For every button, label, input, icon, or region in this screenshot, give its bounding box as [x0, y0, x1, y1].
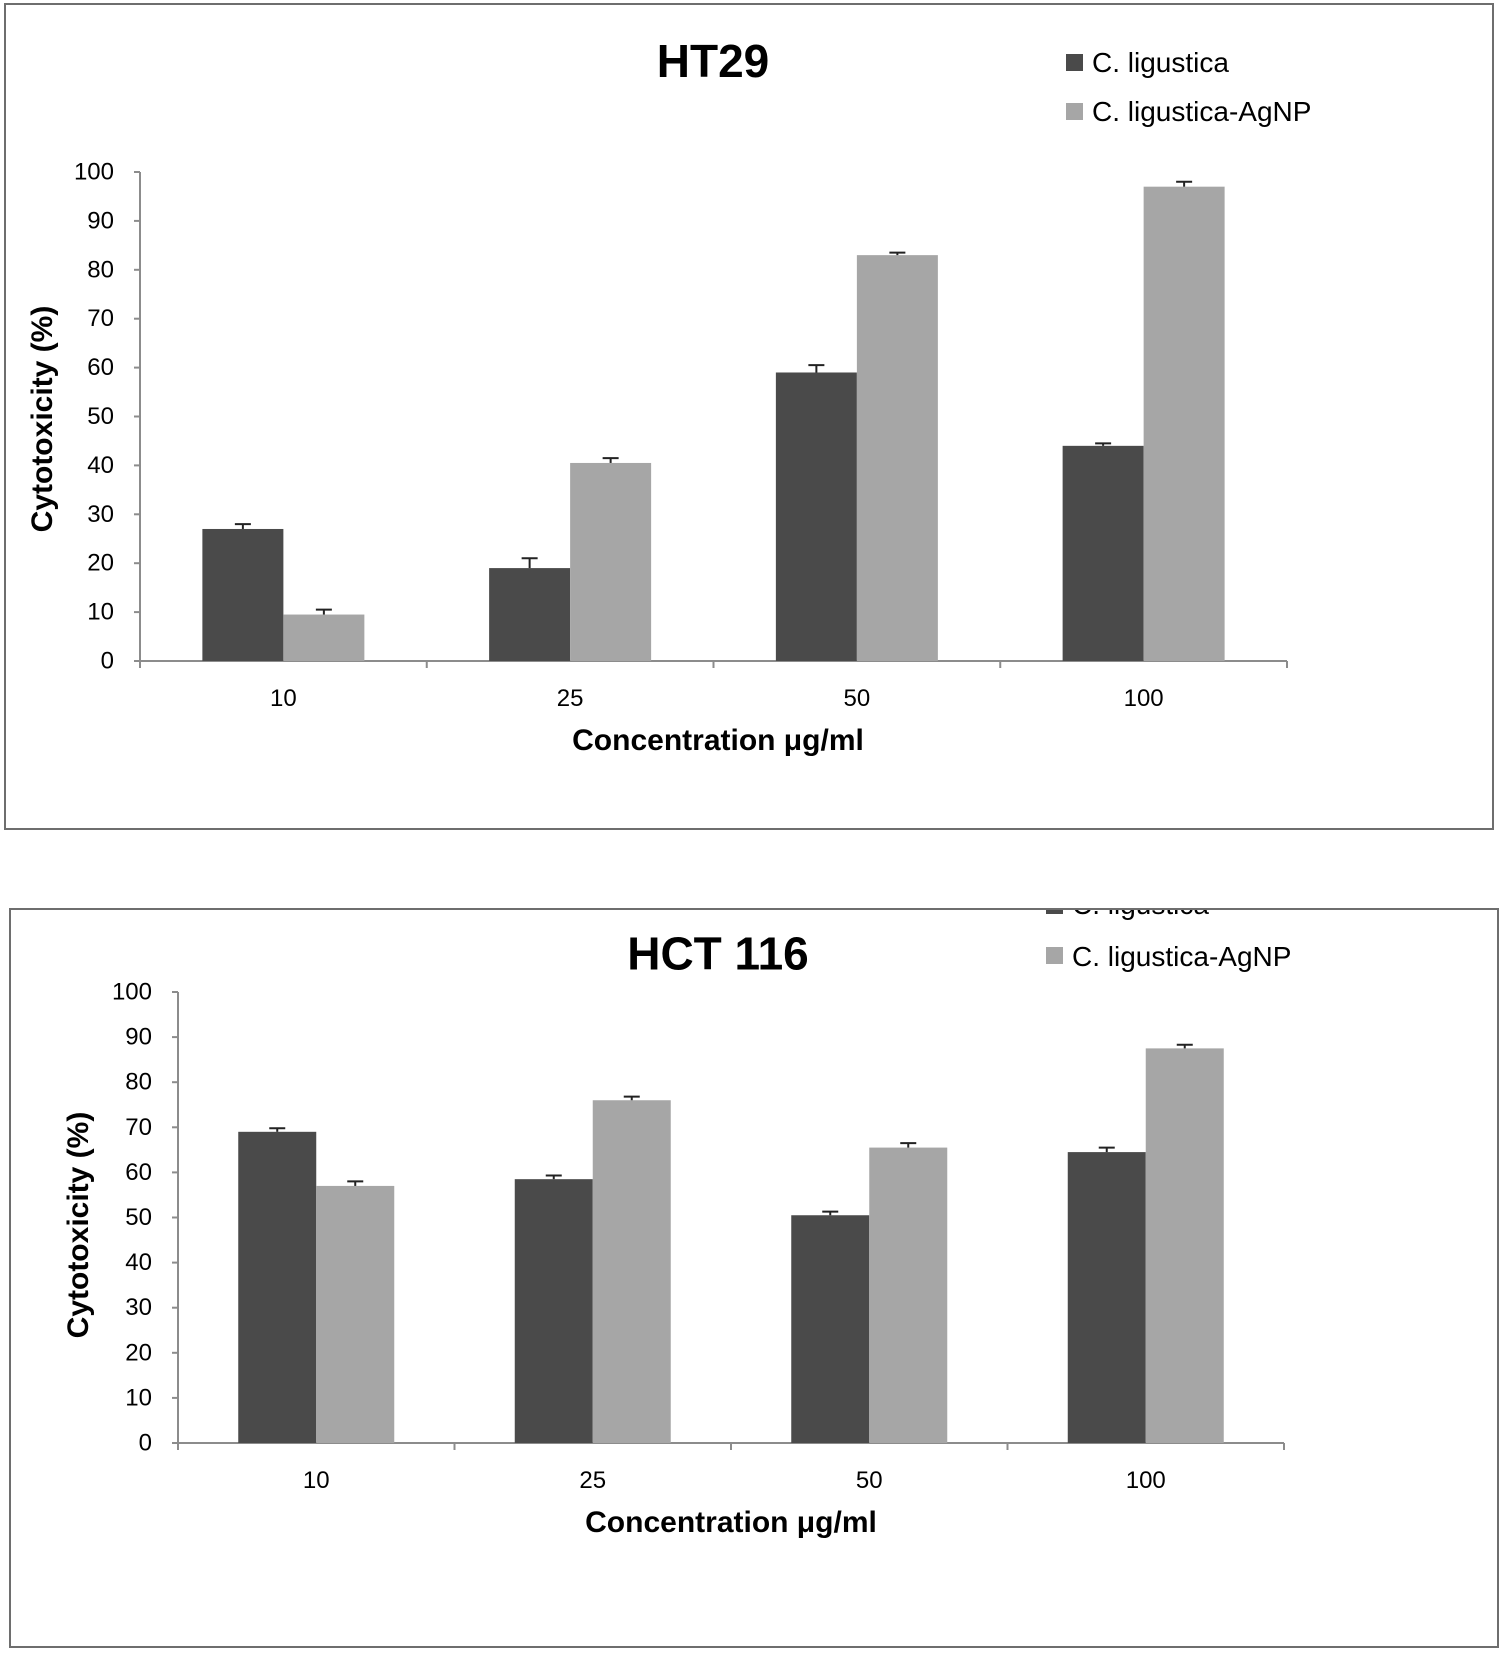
- legend-label-c-ligustica: C. ligustica: [1092, 47, 1229, 78]
- y-tick-label: 100: [74, 159, 114, 186]
- y-tick-label: 80: [87, 256, 114, 283]
- chart-panel-ht29: HT29 C. ligustica C. ligustica-AgNP Cyto…: [4, 3, 1494, 830]
- y-tick-label: 90: [87, 207, 114, 234]
- y-tick-label: 20: [87, 550, 114, 577]
- bar-c-ligustica-10: [238, 1131, 317, 1443]
- x-axis-label: Concentration μg/ml: [572, 724, 864, 757]
- x-tick-label: 100: [1126, 1467, 1166, 1494]
- chart-panel-hct116: HCT 116 C. ligustica C. ligustica-AgNP C…: [9, 908, 1499, 1648]
- y-tick-label: 60: [87, 354, 114, 381]
- y-tick-label: 100: [112, 979, 152, 1006]
- y-tick-label: 90: [125, 1024, 152, 1051]
- plot-area: 0 10 20 30 40 50 60 70 80 90 100 10 25 50 100: [74, 159, 1288, 712]
- bar-c-ligustica-50: [791, 1215, 870, 1443]
- bar-c-ligustica-agnp-10: [283, 614, 365, 661]
- x-tick-label: 10: [270, 685, 297, 712]
- y-tick-label: 10: [125, 1384, 152, 1411]
- y-tick-label: 40: [87, 452, 114, 479]
- bar-c-ligustica-agnp-100: [1145, 1048, 1224, 1443]
- plot-area: 0 10 20 30 40 50 60 70 80 90 100 10 25 50 100: [112, 979, 1285, 1494]
- legend-label-c-ligustica-agnp: C. ligustica-AgNP: [1092, 96, 1311, 127]
- legend-swatch-c-ligustica-agnp: [1066, 103, 1083, 120]
- legend-swatch-c-ligustica: [1066, 54, 1083, 71]
- y-tick-label: 30: [125, 1294, 152, 1321]
- y-tick-label: 50: [125, 1204, 152, 1231]
- bar-c-ligustica-100: [1062, 445, 1144, 661]
- bar-c-ligustica-agnp-100: [1143, 186, 1225, 662]
- y-tick-label: 70: [125, 1114, 152, 1141]
- legend-swatch-c-ligustica: [1046, 910, 1063, 914]
- bar-c-ligustica-agnp-25: [592, 1100, 671, 1443]
- y-axis-label: Cytotoxicity (%): [26, 306, 59, 533]
- y-tick-label: 10: [87, 599, 114, 626]
- bar-c-ligustica-10: [202, 528, 284, 661]
- y-tick-label: 20: [125, 1339, 152, 1366]
- x-tick-label: 100: [1124, 685, 1164, 712]
- legend-swatch-c-ligustica-agnp: [1046, 947, 1063, 964]
- y-tick-label: 80: [125, 1069, 152, 1096]
- x-tick-label: 25: [557, 685, 584, 712]
- legend-label-c-ligustica-agnp: C. ligustica-AgNP: [1072, 941, 1291, 972]
- y-axis-label: Cytotoxicity (%): [62, 1112, 95, 1339]
- y-tick-label: 60: [125, 1159, 152, 1186]
- bar-c-ligustica-agnp-50: [856, 255, 938, 661]
- x-tick-label: 50: [844, 685, 871, 712]
- x-axis-label: Concentration μg/ml: [585, 1506, 877, 1539]
- x-tick-label: 10: [303, 1467, 330, 1494]
- y-tick-label: 0: [101, 648, 114, 675]
- bar-c-ligustica-50: [775, 372, 857, 661]
- y-tick-label: 70: [87, 305, 114, 332]
- x-tick-label: 25: [579, 1467, 606, 1494]
- chart-title: HCT 116: [627, 928, 809, 980]
- bar-c-ligustica-agnp-10: [316, 1185, 395, 1443]
- bar-c-ligustica-agnp-25: [570, 462, 652, 661]
- legend-label-c-ligustica: C. ligustica: [1072, 910, 1209, 920]
- y-tick-label: 30: [87, 501, 114, 528]
- chart-title: HT29: [657, 35, 769, 87]
- y-tick-label: 50: [87, 403, 114, 430]
- bar-c-ligustica-25: [489, 568, 571, 661]
- y-tick-label: 0: [139, 1430, 152, 1457]
- bar-c-ligustica-100: [1067, 1152, 1146, 1443]
- chart-ht29: HT29 C. ligustica C. ligustica-AgNP Cyto…: [26, 35, 1311, 757]
- y-tick-label: 40: [125, 1249, 152, 1276]
- x-tick-label: 50: [856, 1467, 883, 1494]
- bar-c-ligustica-25: [514, 1179, 593, 1443]
- chart-hct116: HCT 116 C. ligustica C. ligustica-AgNP C…: [62, 910, 1291, 1539]
- bar-c-ligustica-agnp-50: [869, 1147, 948, 1443]
